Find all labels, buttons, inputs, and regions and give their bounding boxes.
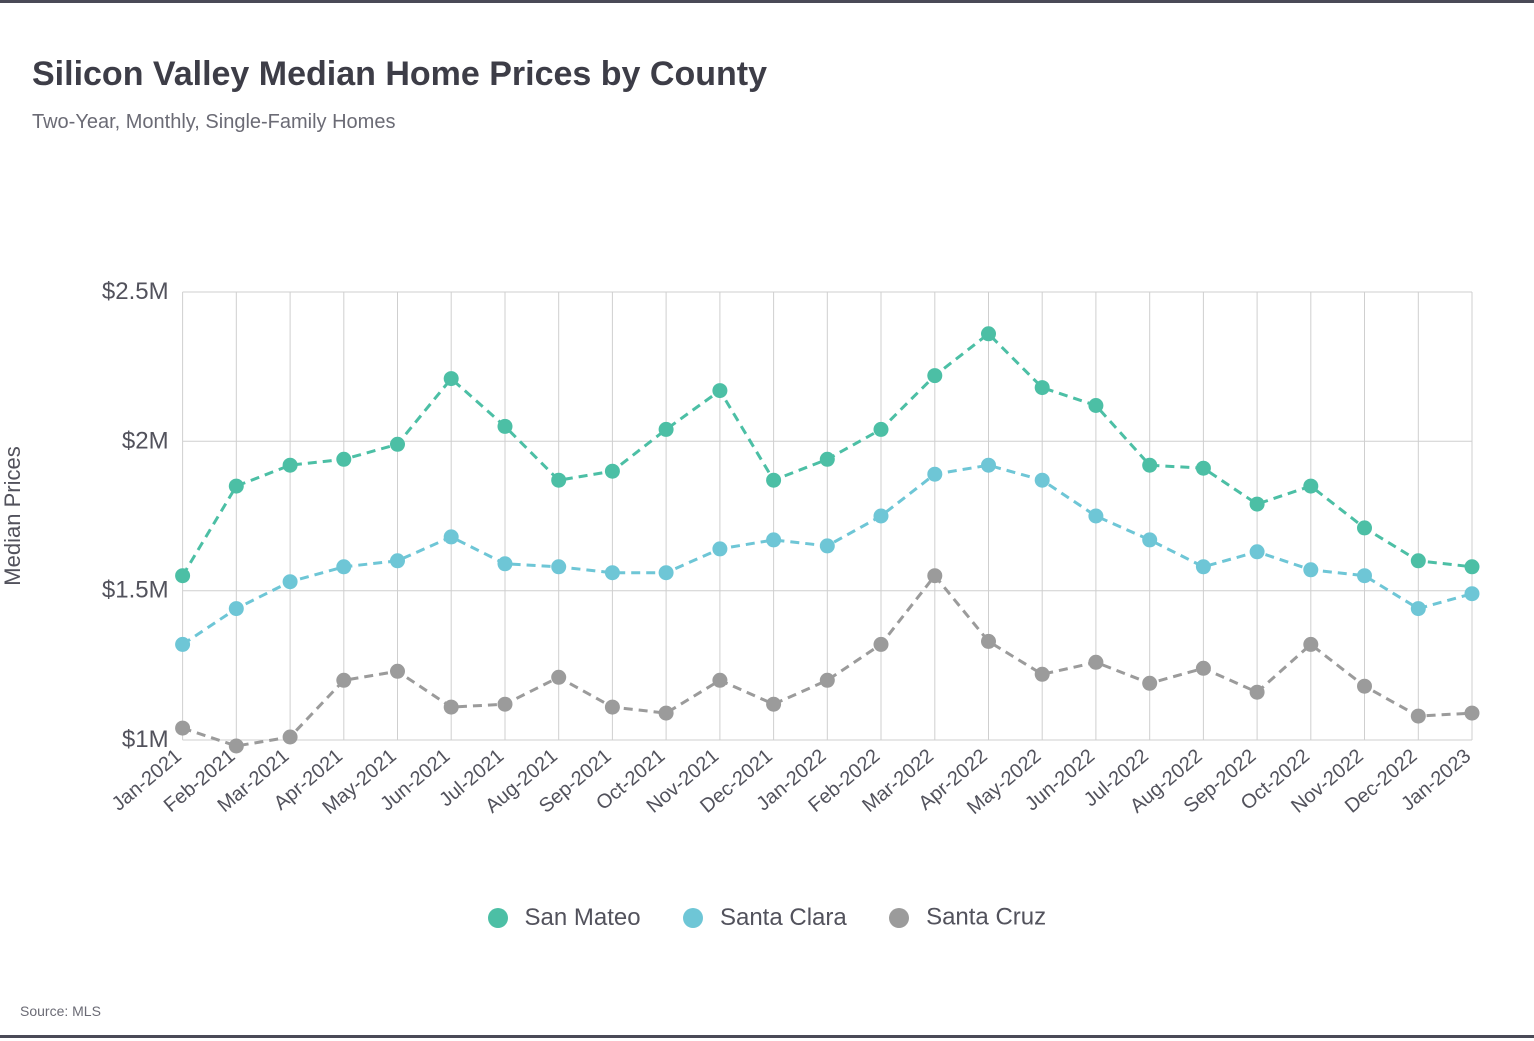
svg-text:$1M: $1M: [122, 726, 169, 753]
svg-text:$2.5M: $2.5M: [102, 278, 169, 305]
svg-text:$1.5M: $1.5M: [102, 577, 169, 604]
svg-text:$2M: $2M: [122, 427, 169, 454]
svg-text:Median Prices: Median Prices: [0, 446, 25, 585]
